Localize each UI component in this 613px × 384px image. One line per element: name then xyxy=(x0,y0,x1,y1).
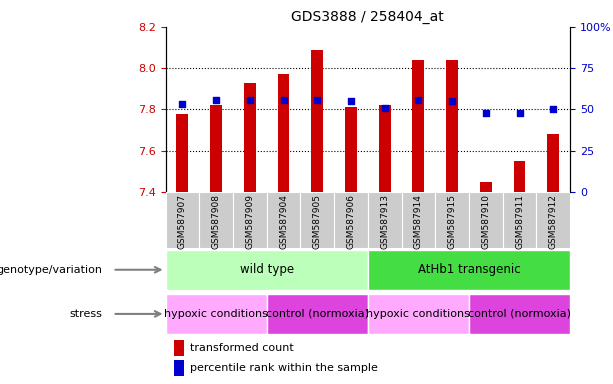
Bar xyxy=(267,192,300,248)
Bar xyxy=(547,134,559,192)
Text: stress: stress xyxy=(70,309,102,319)
Bar xyxy=(210,105,222,192)
Bar xyxy=(368,250,570,290)
Text: hypoxic conditions: hypoxic conditions xyxy=(367,309,470,319)
Bar xyxy=(233,192,267,248)
Text: GSM587915: GSM587915 xyxy=(447,194,457,249)
Bar xyxy=(173,341,184,356)
Point xyxy=(279,96,289,103)
Text: GSM587906: GSM587906 xyxy=(346,194,356,249)
Bar xyxy=(379,105,390,192)
Point xyxy=(178,101,188,108)
Bar xyxy=(300,192,334,248)
Bar xyxy=(469,294,570,334)
Text: wild type: wild type xyxy=(240,263,294,276)
Bar xyxy=(173,360,184,376)
Text: GSM587913: GSM587913 xyxy=(380,194,389,249)
Bar xyxy=(166,192,199,248)
Bar xyxy=(368,192,402,248)
Text: AtHb1 transgenic: AtHb1 transgenic xyxy=(417,263,520,276)
Text: transformed count: transformed count xyxy=(190,343,294,353)
Bar xyxy=(480,182,492,192)
Point xyxy=(549,106,558,113)
Bar xyxy=(311,50,323,192)
Text: control (normoxia): control (normoxia) xyxy=(265,309,369,319)
Title: GDS3888 / 258404_at: GDS3888 / 258404_at xyxy=(291,10,444,25)
Bar xyxy=(503,192,536,248)
Bar xyxy=(199,192,233,248)
Text: GSM587904: GSM587904 xyxy=(279,194,288,248)
Bar xyxy=(514,161,525,192)
Point xyxy=(245,96,255,103)
Bar xyxy=(469,192,503,248)
Point xyxy=(414,96,424,103)
Point xyxy=(447,98,457,104)
Bar xyxy=(177,114,188,192)
Bar xyxy=(435,192,469,248)
Text: GSM587914: GSM587914 xyxy=(414,194,423,248)
Text: GSM587911: GSM587911 xyxy=(515,194,524,249)
Text: GSM587907: GSM587907 xyxy=(178,194,187,249)
Point xyxy=(515,110,525,116)
Text: control (normoxia): control (normoxia) xyxy=(468,309,571,319)
Text: GSM587910: GSM587910 xyxy=(481,194,490,249)
Bar xyxy=(368,294,469,334)
Text: genotype/variation: genotype/variation xyxy=(0,265,102,275)
Bar xyxy=(244,83,256,192)
Point xyxy=(380,105,390,111)
Text: GSM587909: GSM587909 xyxy=(245,194,254,249)
Bar xyxy=(278,74,289,192)
Bar xyxy=(345,108,357,192)
Bar xyxy=(334,192,368,248)
Bar xyxy=(413,60,424,192)
Point xyxy=(346,98,356,104)
Point xyxy=(313,96,322,103)
Text: GSM587912: GSM587912 xyxy=(549,194,558,248)
Bar xyxy=(402,192,435,248)
Bar xyxy=(267,294,368,334)
Bar xyxy=(446,60,458,192)
Text: GSM587905: GSM587905 xyxy=(313,194,322,249)
Bar xyxy=(536,192,570,248)
Point xyxy=(211,96,221,103)
Text: percentile rank within the sample: percentile rank within the sample xyxy=(190,363,378,373)
Point xyxy=(481,110,491,116)
Text: hypoxic conditions: hypoxic conditions xyxy=(164,309,268,319)
Text: GSM587908: GSM587908 xyxy=(211,194,221,249)
Bar xyxy=(166,250,368,290)
Bar xyxy=(166,294,267,334)
